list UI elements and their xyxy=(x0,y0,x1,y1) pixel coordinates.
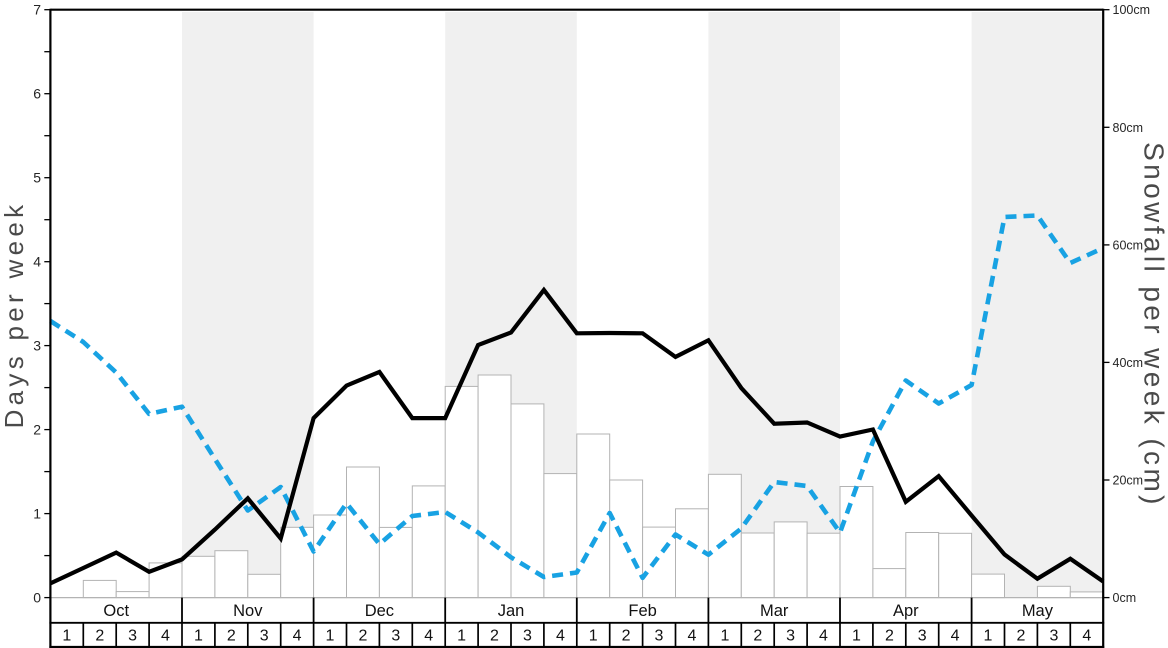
svg-text:40cm: 40cm xyxy=(1113,356,1144,370)
svg-text:Nov: Nov xyxy=(233,602,263,620)
svg-text:20cm: 20cm xyxy=(1113,474,1144,488)
svg-text:5: 5 xyxy=(33,170,41,186)
svg-text:3: 3 xyxy=(128,628,137,645)
svg-text:1: 1 xyxy=(33,506,41,522)
svg-text:2: 2 xyxy=(33,422,41,438)
svg-text:2: 2 xyxy=(227,628,236,645)
svg-text:2: 2 xyxy=(1016,628,1025,645)
svg-text:4: 4 xyxy=(161,628,170,645)
svg-text:6: 6 xyxy=(33,86,41,102)
svg-text:Jan: Jan xyxy=(498,602,525,620)
svg-text:60cm: 60cm xyxy=(1113,238,1144,252)
svg-text:Feb: Feb xyxy=(628,602,656,620)
svg-text:2: 2 xyxy=(490,628,499,645)
svg-text:1: 1 xyxy=(194,628,203,645)
svg-text:1: 1 xyxy=(984,628,993,645)
svg-text:1: 1 xyxy=(720,628,729,645)
svg-text:3: 3 xyxy=(523,628,532,645)
svg-text:3: 3 xyxy=(1049,628,1058,645)
svg-text:3: 3 xyxy=(655,628,664,645)
svg-text:Days per week: Days per week xyxy=(0,201,29,429)
svg-text:Oct: Oct xyxy=(103,602,129,620)
svg-text:2: 2 xyxy=(358,628,367,645)
svg-text:1: 1 xyxy=(62,628,71,645)
svg-text:2: 2 xyxy=(753,628,762,645)
svg-text:80cm: 80cm xyxy=(1113,121,1144,135)
svg-text:2: 2 xyxy=(885,628,894,645)
svg-text:Dec: Dec xyxy=(365,602,394,620)
svg-text:4: 4 xyxy=(951,628,960,645)
svg-text:3: 3 xyxy=(786,628,795,645)
svg-text:2: 2 xyxy=(622,628,631,645)
svg-text:0: 0 xyxy=(33,590,41,606)
svg-text:3: 3 xyxy=(918,628,927,645)
svg-text:1: 1 xyxy=(457,628,466,645)
svg-text:1: 1 xyxy=(589,628,598,645)
svg-text:3: 3 xyxy=(391,628,400,645)
svg-text:3: 3 xyxy=(260,628,269,645)
svg-text:4: 4 xyxy=(424,628,433,645)
svg-text:4: 4 xyxy=(819,628,828,645)
svg-text:100cm: 100cm xyxy=(1113,3,1151,17)
svg-text:4: 4 xyxy=(1082,628,1091,645)
svg-text:4: 4 xyxy=(33,254,41,270)
svg-text:Mar: Mar xyxy=(760,602,789,620)
svg-text:4: 4 xyxy=(688,628,697,645)
svg-text:Snowfall per week (cm): Snowfall per week (cm) xyxy=(1139,142,1168,508)
svg-text:4: 4 xyxy=(556,628,565,645)
svg-text:3: 3 xyxy=(33,338,41,354)
svg-text:Apr: Apr xyxy=(893,602,919,620)
svg-text:1: 1 xyxy=(326,628,335,645)
svg-text:1: 1 xyxy=(852,628,861,645)
svg-text:7: 7 xyxy=(33,2,41,18)
svg-text:0cm: 0cm xyxy=(1113,591,1137,605)
svg-text:May: May xyxy=(1022,602,1054,620)
svg-text:4: 4 xyxy=(293,628,302,645)
svg-text:2: 2 xyxy=(95,628,104,645)
